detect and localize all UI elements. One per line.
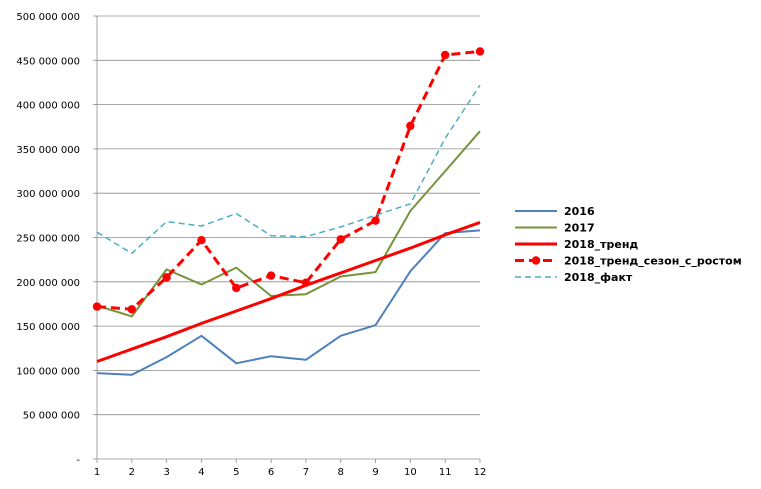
y-tick-label: 150 000 000 [16, 322, 80, 333]
series-line-4 [96, 84, 481, 255]
x-tick-label: 6 [268, 467, 274, 478]
y-tick-label: 400 000 000 [16, 101, 80, 112]
y-tick-label: - [76, 455, 80, 466]
y-tick-label: 450 000 000 [16, 56, 80, 67]
series-point [440, 50, 450, 60]
x-tick-label: 8 [338, 467, 344, 478]
series-line-3 [96, 49, 481, 311]
y-tick-label: 250 000 000 [16, 234, 80, 245]
series-point [406, 121, 415, 131]
series-point [197, 235, 206, 245]
x-tick-label: 7 [303, 467, 309, 478]
series-point [92, 302, 102, 311]
legend-label: 2018_факт [564, 271, 633, 284]
y-tick-label: 100 000 000 [16, 366, 80, 377]
x-tick-label: 11 [439, 467, 452, 478]
y-tick-label: 500 000 000 [16, 12, 80, 23]
legend-label: 2018_тренд_сезон_с_ростом [564, 255, 742, 268]
series-point [475, 47, 485, 56]
legend-marker [531, 256, 541, 265]
y-tick-labels: - 50 000 000 100 000 000 150 000 000 200 000… [16, 12, 80, 466]
x-tick-label: 2 [129, 467, 135, 478]
series-point [301, 278, 311, 287]
y-tick-label: 300 000 000 [16, 189, 80, 200]
x-tick-label: 10 [404, 467, 417, 478]
series-point [162, 273, 171, 282]
x-tick-labels: 1 2 3 4 5 6 7 8 9 10 11 12 [94, 467, 487, 478]
series-point [232, 283, 241, 293]
legend: 2016 2017 2018_тренд 2018_тренд_сезон_с_рос… [515, 205, 742, 284]
gridlines [97, 15, 480, 416]
series-point [371, 216, 380, 225]
x-tick-label: 3 [163, 467, 169, 478]
series-point [336, 235, 345, 244]
series-lines [92, 47, 485, 376]
x-tick-label: 5 [233, 467, 239, 478]
series-line-0 [96, 229, 481, 376]
x-tick-label: 12 [474, 467, 487, 478]
y-tick-label: 200 000 000 [16, 278, 80, 289]
x-tick-label: 4 [198, 467, 204, 478]
x-tick-label: 9 [372, 467, 378, 478]
axes [93, 15, 481, 463]
series-line-2 [96, 220, 481, 363]
series-point [127, 305, 137, 314]
y-tick-label: 350 000 000 [16, 145, 80, 156]
legend-label: 2018_тренд [564, 238, 638, 251]
series-line-1 [96, 130, 481, 318]
legend-label: 2016 [564, 205, 595, 218]
series-point [266, 271, 276, 280]
x-tick-label: 1 [94, 467, 100, 478]
y-tick-label: 50 000 000 [23, 411, 80, 422]
legend-label: 2017 [564, 222, 595, 235]
